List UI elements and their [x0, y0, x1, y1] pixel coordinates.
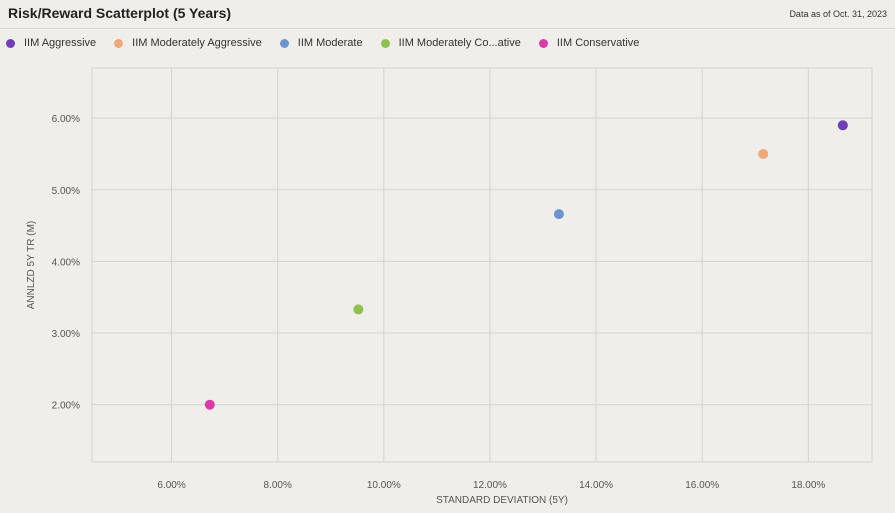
y-tick-label: 5.00%: [52, 186, 80, 197]
x-tick-label: 16.00%: [685, 480, 719, 491]
legend-marker-icon: [380, 38, 390, 48]
plot-area: [91, 67, 873, 463]
y-tick-label: 2.00%: [52, 401, 80, 412]
y-axis-title: ANNLZD 5Y TR (M): [26, 221, 37, 310]
x-tick-label: 14.00%: [579, 480, 613, 491]
legend-item-moderate[interactable]: IIM Moderate: [279, 37, 363, 49]
legend-marker-icon: [114, 38, 124, 48]
chart-legend: IIM Aggressive IIM Moderately Aggressive…: [6, 36, 657, 50]
x-axis-title: STANDARD DEVIATION (5Y): [436, 495, 568, 506]
y-tick-label: 4.00%: [52, 257, 80, 268]
legend-item-moderately-conservative[interactable]: IIM Moderately Co...ative: [380, 37, 521, 49]
chart-title: Risk/Reward Scatterplot (5 Years): [8, 5, 232, 21]
x-tick-label: 6.00%: [157, 480, 185, 491]
x-tick-label: 8.00%: [264, 480, 292, 491]
legend-marker-icon: [6, 38, 15, 48]
x-tick-label: 12.00%: [473, 480, 507, 491]
data-point: [837, 120, 848, 131]
legend-label: IIM Moderately Aggressive: [132, 37, 262, 49]
as-of-date: Data as of Oct. 31, 2023: [789, 9, 887, 19]
data-point: [758, 148, 769, 159]
x-tick-label: 10.00%: [367, 480, 401, 491]
chart-header: Risk/Reward Scatterplot (5 Years) Data a…: [0, 0, 895, 29]
legend-item-aggressive[interactable]: IIM Aggressive: [6, 37, 96, 49]
data-point: [353, 304, 364, 315]
data-point: [204, 399, 215, 410]
legend-item-conservative[interactable]: IIM Conservative: [538, 37, 640, 49]
legend-item-moderately-aggressive[interactable]: IIM Moderately Aggressive: [114, 37, 262, 49]
legend-label: IIM Aggressive: [24, 37, 97, 49]
legend-label: IIM Moderately Co...ative: [398, 37, 521, 49]
x-tick-label: 18.00%: [791, 480, 825, 491]
y-tick-label: 6.00%: [52, 114, 80, 125]
legend-marker-icon: [538, 38, 548, 48]
data-point: [553, 209, 564, 220]
legend-marker-icon: [279, 38, 289, 48]
legend-label: IIM Conservative: [556, 37, 640, 49]
y-tick-label: 3.00%: [52, 329, 80, 340]
legend-label: IIM Moderate: [297, 37, 363, 49]
